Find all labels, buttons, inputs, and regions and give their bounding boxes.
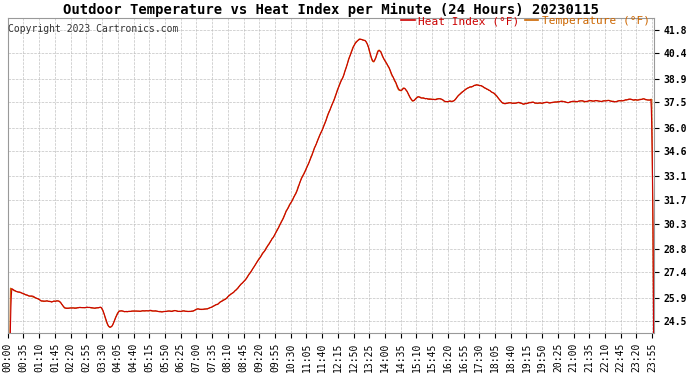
Title: Outdoor Temperature vs Heat Index per Minute (24 Hours) 20230115: Outdoor Temperature vs Heat Index per Mi… [63,3,599,17]
Legend: Heat Index (°F), Temperature (°F): Heat Index (°F), Temperature (°F) [397,12,654,31]
Text: Copyright 2023 Cartronics.com: Copyright 2023 Cartronics.com [8,24,179,34]
